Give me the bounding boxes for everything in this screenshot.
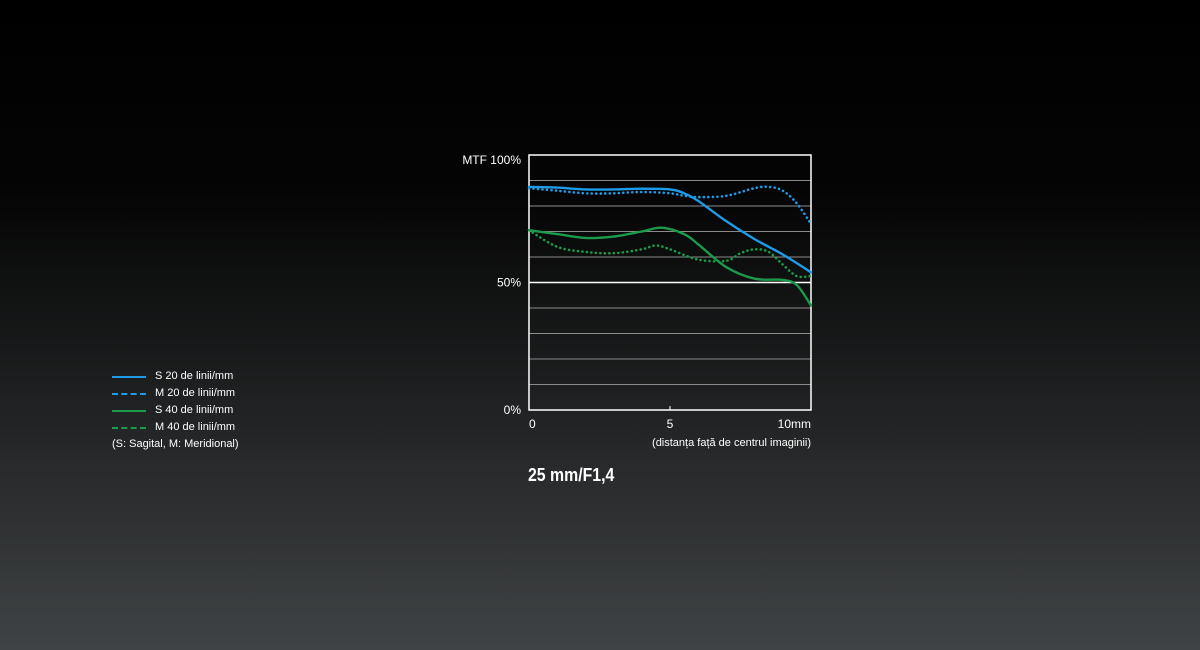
y-ticks: 0% 50%: [497, 276, 521, 418]
legend-label: S 20 de linii/mm: [155, 370, 234, 382]
legend-swatch: [112, 392, 146, 395]
legend-item-m20: M 20 de linii/mm: [112, 385, 239, 402]
legend-label: M 20 de linii/mm: [155, 387, 236, 399]
x-tick-label: 10mm: [778, 417, 811, 431]
series-line-s40: [527, 226, 813, 307]
legend: S 20 de linii/mm M 20 de linii/mm S 40 de …: [112, 368, 239, 453]
legend-label: M 40 de linii/mm: [155, 421, 236, 433]
y-tick-label: 0%: [504, 403, 522, 417]
series-line-s20: [527, 185, 813, 274]
x-ticks: 0 5 10mm: [529, 406, 811, 431]
series-layer: [527, 185, 813, 307]
legend-swatch: [112, 426, 146, 429]
legend-label: S 40 de linii/mm: [155, 404, 234, 416]
legend-swatch: [112, 409, 146, 412]
legend-item-s40: S 40 de linii/mm: [112, 402, 239, 419]
y-tick-label: 50%: [497, 276, 521, 290]
x-tick-label: 0: [529, 417, 536, 431]
legend-swatch: [112, 375, 146, 378]
chart-title: 25 mm/F1,4: [528, 465, 615, 485]
x-tick-label: 5: [667, 417, 674, 431]
legend-note: (S: Sagital, M: Meridional): [112, 438, 239, 450]
legend-rows: S 20 de linii/mm M 20 de linii/mm S 40 de …: [112, 368, 239, 436]
chart-grid: [529, 180, 811, 385]
series-line-m40: [527, 228, 813, 279]
legend-item-m40: M 40 de linii/mm: [112, 419, 239, 436]
y-axis-label: MTF 100%: [462, 153, 521, 167]
series-line-m20: [527, 185, 813, 226]
legend-item-s20: S 20 de linii/mm: [112, 368, 239, 385]
x-axis-label: (distanța față de centrul imaginii): [652, 437, 811, 449]
